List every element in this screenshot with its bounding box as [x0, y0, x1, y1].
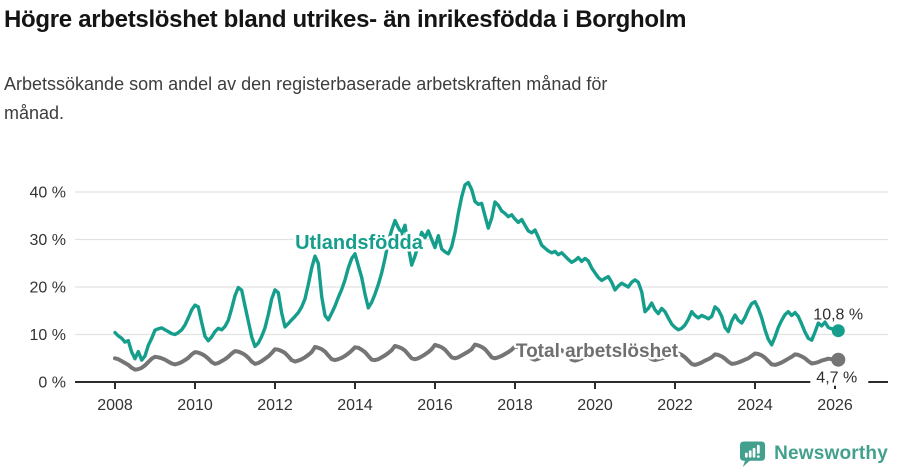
svg-text:2024: 2024 — [737, 397, 773, 414]
svg-text:20 %: 20 % — [30, 280, 66, 297]
newsworthy-brand: Newsworthy — [739, 440, 888, 468]
svg-text:2014: 2014 — [337, 397, 373, 414]
chart-subtitle: Arbetssökande som andel av den registerb… — [4, 70, 864, 128]
svg-text:0 %: 0 % — [38, 375, 66, 392]
svg-text:2022: 2022 — [657, 397, 693, 414]
newsworthy-logo-text: Newsworthy — [774, 443, 888, 464]
svg-text:40 %: 40 % — [30, 185, 66, 202]
svg-text:10,8 %: 10,8 % — [813, 307, 863, 324]
svg-text:2018: 2018 — [497, 397, 533, 414]
svg-text:2010: 2010 — [177, 397, 213, 414]
svg-text:10 %: 10 % — [30, 327, 66, 344]
svg-text:2008: 2008 — [97, 397, 133, 414]
chart-subtitle-line2: månad. — [4, 102, 65, 123]
chart-title: Högre arbetslöshet bland utrikes- än inr… — [4, 6, 687, 33]
svg-text:2012: 2012 — [257, 397, 293, 414]
svg-text:4,7 %: 4,7 % — [816, 370, 857, 387]
svg-text:Total arbetslöshet: Total arbetslöshet — [516, 341, 679, 362]
newsworthy-logo-icon — [740, 441, 766, 468]
svg-text:2020: 2020 — [577, 397, 613, 414]
chart-subtitle-line1: Arbetssökande som andel av den registerb… — [4, 74, 608, 94]
svg-text:2026: 2026 — [817, 397, 853, 414]
svg-text:2016: 2016 — [417, 397, 453, 414]
svg-text:Utlandsfödda: Utlandsfödda — [295, 232, 424, 254]
svg-text:30 %: 30 % — [30, 232, 66, 249]
